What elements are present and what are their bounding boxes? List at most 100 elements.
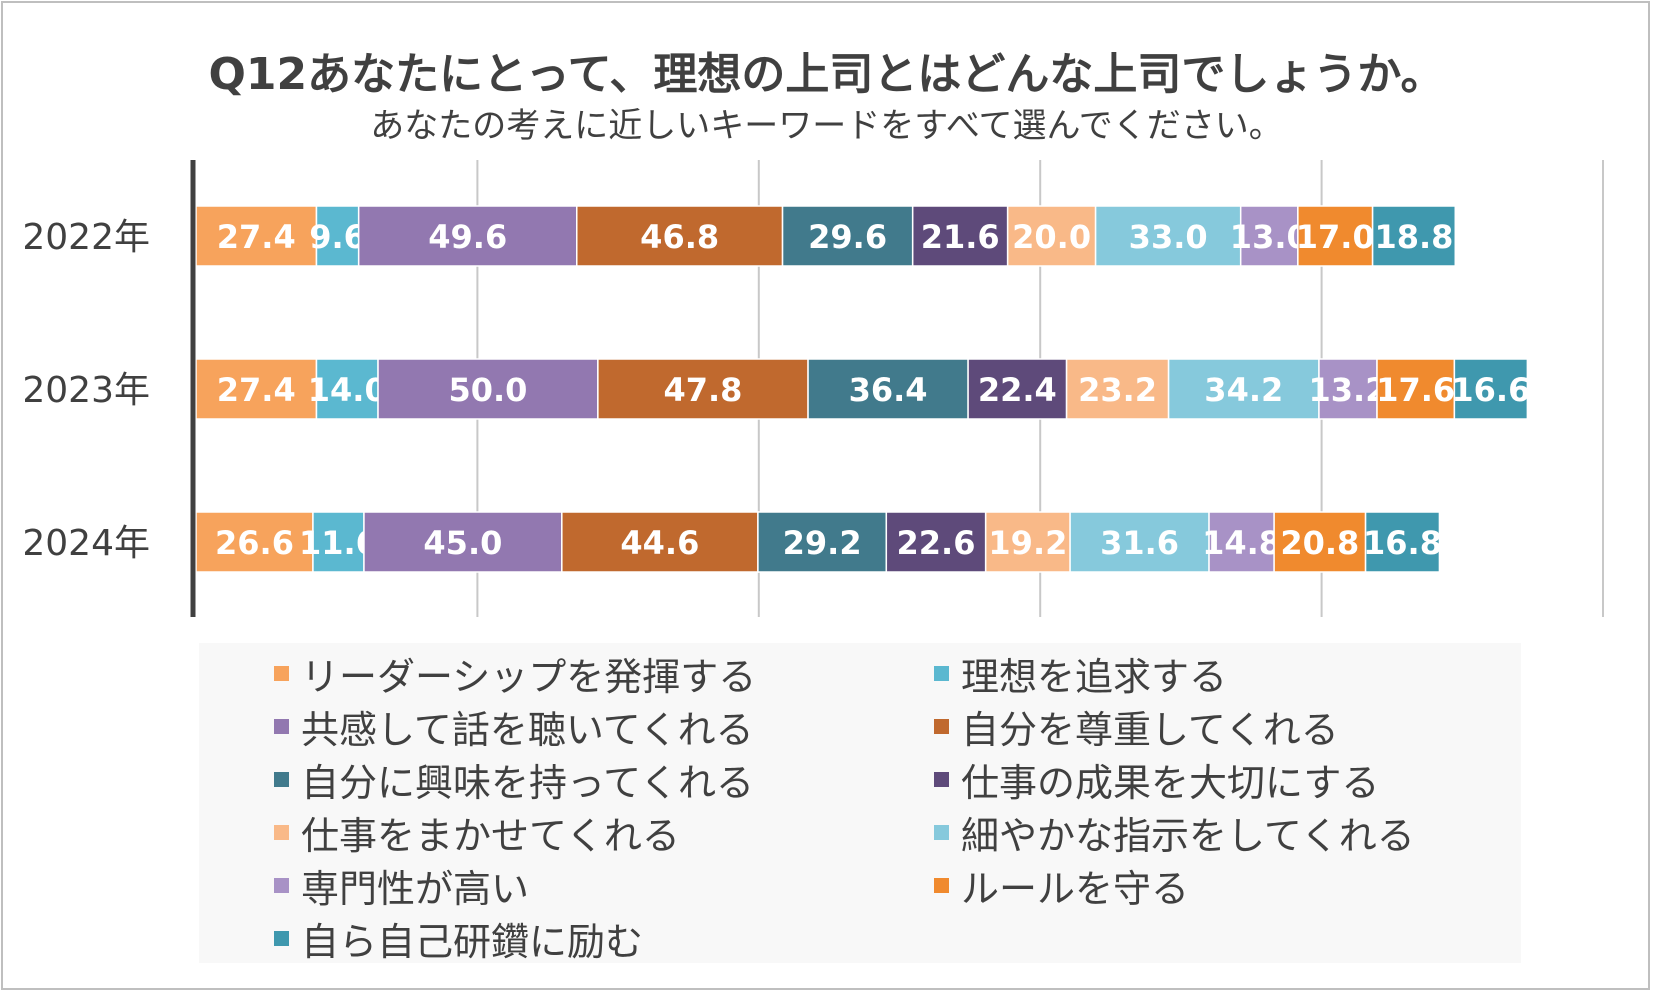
legend-swatch <box>274 931 289 946</box>
legend-label: 自ら自己研鑽に励む <box>301 920 644 964</box>
data-label: 49.6 <box>428 218 507 256</box>
data-label: 20.8 <box>1280 524 1359 562</box>
bar-segment <box>1239 205 1299 267</box>
data-label: 21.6 <box>921 218 1000 256</box>
data-label: 16.8 <box>1363 524 1442 562</box>
bar-segment <box>1371 205 1457 267</box>
data-label: 9.6 <box>309 218 366 256</box>
bar-segment <box>781 205 914 267</box>
bar-segment <box>363 511 563 573</box>
legend-label: 細やかな指示をしてくれる <box>961 814 1415 858</box>
category-label: 2024年 <box>22 523 150 564</box>
data-label: 13.2 <box>1309 371 1388 409</box>
data-label: 47.8 <box>663 371 742 409</box>
bar-segment <box>1318 358 1378 420</box>
data-label: 44.6 <box>620 524 699 562</box>
data-label: 22.4 <box>978 371 1057 409</box>
bar-segment <box>1364 511 1441 573</box>
bar-segment <box>984 511 1071 573</box>
bar-segment <box>1069 511 1210 573</box>
bar-segment <box>195 205 318 267</box>
data-label: 50.0 <box>448 371 527 409</box>
legend-swatch <box>274 878 289 893</box>
category-label: 2022年 <box>22 217 150 258</box>
legend-label: リーダーシップを発揮する <box>301 655 757 699</box>
data-label: 36.4 <box>849 371 928 409</box>
data-label: 22.6 <box>897 524 976 562</box>
bar-segment <box>807 358 969 420</box>
data-label: 19.2 <box>988 524 1067 562</box>
legend-label: 自分を尊重してくれる <box>961 708 1339 752</box>
legend-item: 自ら自己研鑽に励む <box>274 911 643 966</box>
legend-label: 理想を追求する <box>961 655 1228 699</box>
legend-item: 専門性が高い <box>274 858 529 913</box>
legend-item: 自分に興味を持ってくれる <box>274 752 754 807</box>
legend-swatch <box>934 878 949 893</box>
data-label: 33.0 <box>1129 218 1208 256</box>
data-label: 23.2 <box>1078 371 1157 409</box>
legend-swatch <box>934 772 949 787</box>
bar-segment <box>195 358 318 420</box>
data-label: 18.8 <box>1374 218 1453 256</box>
legend-item: リーダーシップを発揮する <box>274 646 756 701</box>
legend-item: 理想を追求する <box>934 646 1227 701</box>
data-label: 31.6 <box>1100 524 1179 562</box>
data-label: 13.0 <box>1230 218 1309 256</box>
legend-item: 細やかな指示をしてくれる <box>934 805 1415 860</box>
data-label: 45.0 <box>423 524 502 562</box>
data-label: 20.0 <box>1012 218 1091 256</box>
legend-swatch <box>934 666 949 681</box>
data-label: 17.0 <box>1296 218 1375 256</box>
bar-segment <box>1167 358 1320 420</box>
legend-swatch <box>934 719 949 734</box>
bar-segment <box>1006 205 1097 267</box>
bar-segment <box>1453 358 1529 420</box>
chart-subtitle: あなたの考えに近しいキーワードをすべて選んでください。 <box>370 106 1283 146</box>
bar-segment <box>1273 511 1367 573</box>
data-label: 29.6 <box>808 218 887 256</box>
bar-segment <box>885 511 987 573</box>
bar-segment <box>195 511 314 573</box>
legend-swatch <box>274 719 289 734</box>
data-label: 17.6 <box>1376 371 1455 409</box>
bar-segment <box>757 511 888 573</box>
data-label: 46.8 <box>640 218 719 256</box>
legend: リーダーシップを発揮する 理想を追求する共感して話を聴いてくれる 自分を尊重してくれ… <box>199 643 1521 966</box>
data-label: 16.6 <box>1451 371 1530 409</box>
category-label: 2023年 <box>22 370 150 411</box>
legend-item: 自分を尊重してくれる <box>934 699 1339 754</box>
legend-label: 専門性が高い <box>301 867 530 911</box>
data-label: 26.6 <box>215 524 294 562</box>
data-label: 29.2 <box>783 524 862 562</box>
legend-label: ルールを守る <box>961 867 1190 911</box>
legend-label: 共感して話を聴いてくれる <box>301 708 754 752</box>
legend-swatch <box>274 825 289 840</box>
bar-segment <box>911 205 1009 267</box>
data-label: 34.2 <box>1204 371 1283 409</box>
legend-swatch <box>274 772 289 787</box>
legend-item: 仕事の成果を大切にする <box>934 752 1379 807</box>
legend-label: 仕事をまかせてくれる <box>301 814 680 858</box>
data-label: 14.0 <box>308 371 387 409</box>
bar-segment <box>377 358 599 420</box>
data-label: 14.8 <box>1202 524 1281 562</box>
legend-item: ルールを守る <box>934 858 1189 913</box>
bar-segment <box>312 511 365 573</box>
bar-segment <box>561 511 759 573</box>
legend-item: 仕事をまかせてくれる <box>274 805 680 860</box>
legend-label: 仕事の成果を大切にする <box>961 761 1380 805</box>
bar-segment <box>1297 205 1374 267</box>
bar-segment <box>967 358 1068 420</box>
legend-swatch <box>934 825 949 840</box>
legend-swatch <box>274 666 289 681</box>
bar-segment <box>1376 358 1456 420</box>
data-label: 27.4 <box>217 218 296 256</box>
bar-segment <box>597 358 809 420</box>
legend-label: 自分に興味を持ってくれる <box>301 761 754 805</box>
legend-item: 共感して話を聴いてくれる <box>274 699 754 754</box>
bar-segment <box>315 358 379 420</box>
chart-title: Q12あなたにとって、理想の上司とはどんな上司でしょうか。 <box>208 49 1445 100</box>
data-label: 27.4 <box>217 371 296 409</box>
bar-segment <box>1208 511 1275 573</box>
